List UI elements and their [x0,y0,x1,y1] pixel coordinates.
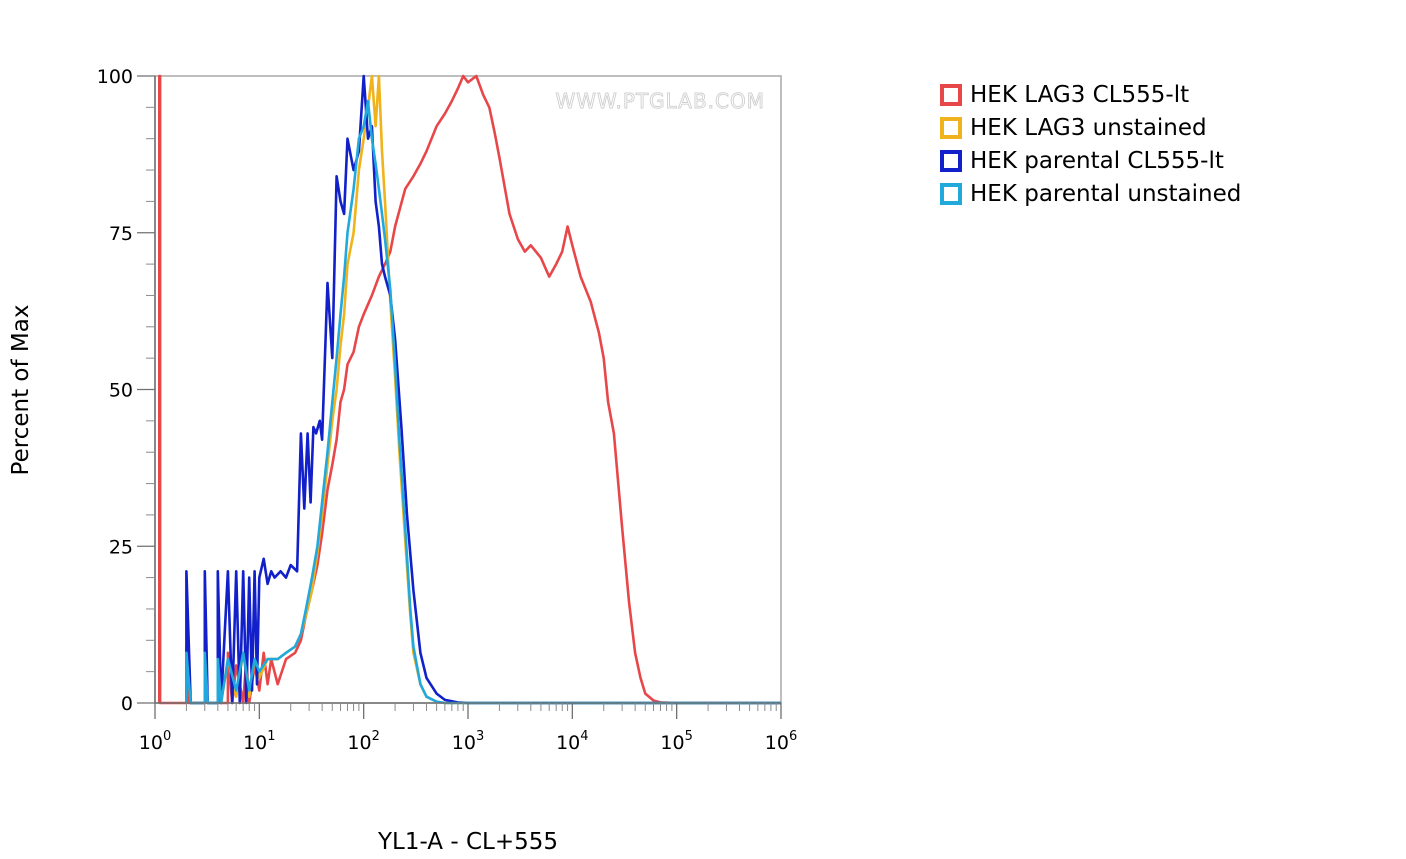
watermark: WWW.PTGLAB.COM [556,89,766,113]
legend-label: HEK parental unstained [970,180,1242,207]
series-line-2 [185,74,781,705]
legend: HEK LAG3 CL555-lt HEK LAG3 unstained HEK p… [940,78,1241,210]
y-tick-label: 100 [97,66,133,88]
x-tick-label: 103 [452,729,484,754]
legend-label: HEK parental CL555-lt [970,147,1224,174]
legend-item: HEK LAG3 unstained [940,111,1241,144]
x-tick-label: 102 [347,729,379,754]
x-axis-title: YL1-A - CL+555 [377,829,558,855]
x-tick-label: 105 [660,729,692,754]
axis-layer: 0 25 50 75 100 100 101 102 103 104 105 106 [97,66,798,754]
x-tick-label: 101 [243,729,275,754]
y-tick-label: 0 [121,693,133,715]
legend-label: HEK LAG3 unstained [970,114,1207,141]
legend-item: HEK parental unstained [940,177,1241,210]
legend-item: HEK parental CL555-lt [940,144,1241,177]
x-tick-label: 106 [765,729,797,754]
series-line-3 [185,74,781,705]
legend-item: HEK LAG3 CL555-lt [940,78,1241,111]
legend-swatch [940,182,962,205]
legend-label: HEK LAG3 CL555-lt [970,81,1190,108]
x-tick-label: 104 [556,729,588,754]
series-line-4 [185,99,781,705]
legend-swatch [940,149,962,172]
x-tick-label: 100 [139,729,171,754]
legend-swatch [940,83,962,106]
y-axis-title: Percent of Max [8,305,34,476]
y-tick-label: 25 [109,536,133,558]
legend-swatch [940,116,962,139]
y-tick-label: 50 [109,380,133,402]
series-layer [158,74,781,705]
y-tick-label: 75 [109,223,133,245]
